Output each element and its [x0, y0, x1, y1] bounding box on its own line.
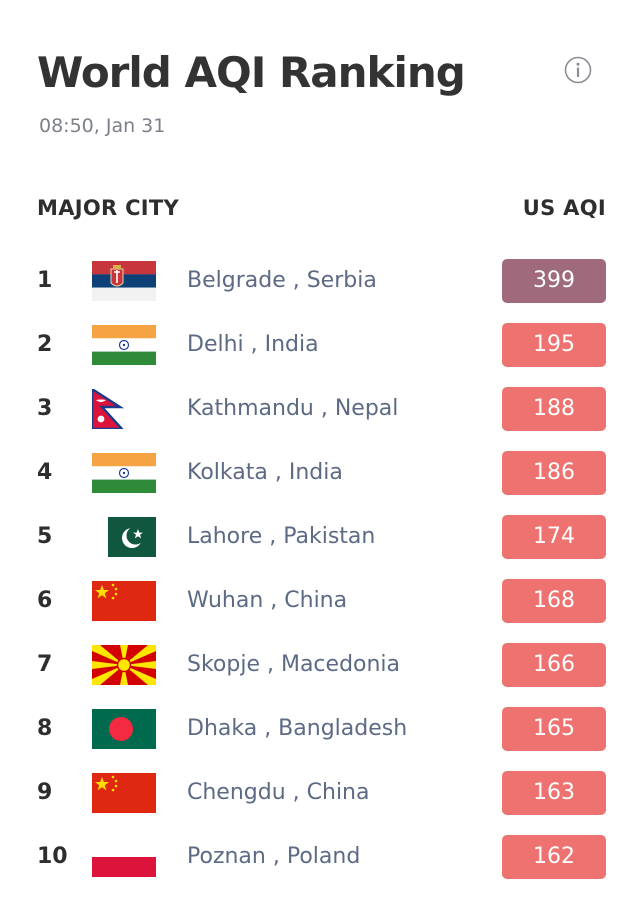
aqi-badge: 166: [502, 643, 606, 687]
ranking-row[interactable]: 10 Poznan , Poland 162: [0, 825, 640, 889]
major-city-column-header: MAJOR CITY: [37, 196, 180, 220]
aqi-badge: 195: [502, 323, 606, 367]
ranking-row[interactable]: 6 Wuhan , China 168: [0, 569, 640, 633]
city-name: Chengdu , China: [187, 780, 370, 805]
india-flag-icon: [92, 453, 156, 493]
ranking-row[interactable]: 1 Belgrade , Serbia 399: [0, 249, 640, 313]
rank-number: 7: [37, 652, 53, 677]
serbia-flag-icon: [92, 261, 156, 301]
rank-number: 3: [37, 396, 53, 421]
aqi-badge: 174: [502, 515, 606, 559]
macedonia-flag-icon: [92, 645, 156, 685]
poland-flag-icon: [92, 837, 156, 877]
rank-number: 4: [37, 460, 53, 485]
rank-number: 8: [37, 716, 53, 741]
ranking-row[interactable]: 8 Dhaka , Bangladesh 165: [0, 697, 640, 761]
nepal-flag-icon: [92, 389, 125, 429]
aqi-badge: 188: [502, 387, 606, 431]
aqi-badge: 168: [502, 579, 606, 623]
ranking-row[interactable]: 3 Kathmandu , Nepal 188: [0, 377, 640, 441]
china-flag-icon: [92, 773, 156, 813]
rank-number: 10: [37, 844, 68, 869]
us-aqi-column-header: US AQI: [522, 196, 606, 220]
india-flag-icon: [92, 325, 156, 365]
aqi-badge: 186: [502, 451, 606, 495]
page-title: World AQI Ranking: [37, 48, 466, 97]
city-name: Wuhan , China: [187, 588, 348, 613]
ranking-row[interactable]: 5 Lahore , Pakistan 174: [0, 505, 640, 569]
rank-number: 9: [37, 780, 53, 805]
bangladesh-flag-icon: [92, 709, 156, 749]
city-name: Delhi , India: [187, 332, 319, 357]
info-icon[interactable]: [564, 56, 592, 84]
rank-number: 5: [37, 524, 53, 549]
city-name: Poznan , Poland: [187, 844, 361, 869]
pakistan-flag-icon: [92, 517, 156, 557]
city-name: Skopje , Macedonia: [187, 652, 401, 677]
aqi-badge: 165: [502, 707, 606, 751]
aqi-badge: 163: [502, 771, 606, 815]
ranking-row[interactable]: 2 Delhi , India 195: [0, 313, 640, 377]
ranking-row[interactable]: 9 Chengdu , China 163: [0, 761, 640, 825]
ranking-row[interactable]: 7 Skopje , Macedonia 166: [0, 633, 640, 697]
city-name: Belgrade , Serbia: [187, 268, 377, 293]
aqi-badge: 399: [502, 259, 606, 303]
rank-number: 6: [37, 588, 53, 613]
rank-number: 1: [37, 268, 53, 293]
city-name: Dhaka , Bangladesh: [187, 716, 408, 741]
city-name: Kolkata , India: [187, 460, 343, 485]
city-name: Kathmandu , Nepal: [187, 396, 399, 421]
ranking-list: 1 Belgrade , Serbia 399 2 Delhi , India …: [0, 249, 640, 889]
aqi-badge: 162: [502, 835, 606, 879]
update-timestamp: 08:50, Jan 31: [39, 115, 166, 137]
rank-number: 2: [37, 332, 53, 357]
city-name: Lahore , Pakistan: [187, 524, 376, 549]
ranking-row[interactable]: 4 Kolkata , India 186: [0, 441, 640, 505]
china-flag-icon: [92, 581, 156, 621]
